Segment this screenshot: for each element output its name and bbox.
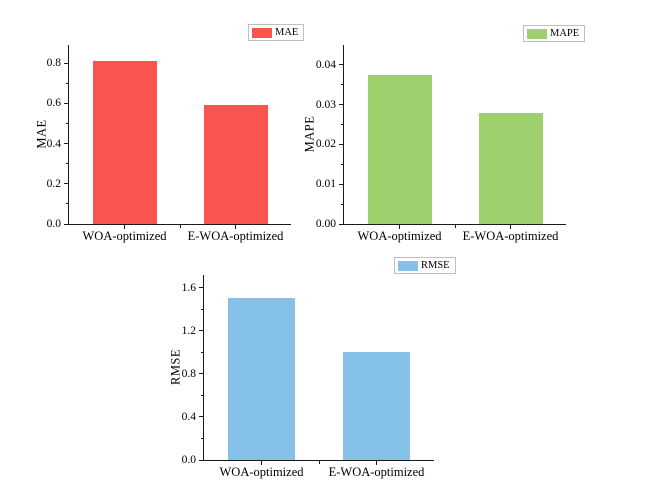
mape-legend: MAPE (523, 25, 586, 42)
y-tick-label: 0.2 (46, 177, 61, 190)
y-major-tick (64, 223, 69, 225)
mae-legend-label: MAE (275, 27, 299, 38)
y-tick-label: 0.04 (315, 58, 336, 71)
mape-legend-swatch (527, 28, 547, 39)
mae-plot-area: 0.0 0.2 0.4 0.6 0.8 WOA-optimized E-WOA-optimi… (47, 45, 291, 243)
y-major-tick (64, 183, 69, 185)
y-tick-label: 0.8 (181, 367, 196, 380)
y-major-tick (339, 183, 344, 185)
y-tick-label: 0.8 (46, 57, 61, 70)
y-major-tick (64, 143, 69, 145)
y-minor-tick (66, 82, 69, 84)
y-tick-label: 0.4 (46, 137, 61, 150)
y-minor-tick (66, 122, 69, 124)
x-category-label: E-WOA-optimized (328, 465, 425, 479)
x-minor-tick (179, 224, 181, 228)
rmse-plot-area: 0.0 0.4 0.8 1.2 1.6 WOA-optimized E-WOA-optimi… (182, 275, 434, 479)
mape-legend-label: MAPE (550, 28, 580, 39)
x-minor-tick (318, 460, 320, 464)
y-minor-tick (341, 203, 344, 205)
rmse-bar-woa-optimized (228, 297, 295, 460)
x-category-label: WOA-optimized (357, 229, 442, 243)
y-major-tick (339, 223, 344, 225)
mae-bar-e-woa-optimized (203, 105, 268, 224)
x-major-tick (399, 224, 400, 229)
y-minor-tick (341, 124, 344, 126)
y-minor-tick (341, 84, 344, 86)
rmse-legend-label: RMSE (421, 260, 450, 271)
y-tick-label: 0.0 (46, 218, 61, 230)
x-major-tick (124, 224, 125, 229)
y-major-tick (339, 104, 344, 106)
y-minor-tick (201, 351, 204, 353)
y-major-tick (339, 64, 344, 66)
y-minor-tick (66, 203, 69, 205)
x-major-tick (376, 460, 377, 465)
rmse-legend: RMSE (394, 257, 456, 274)
y-tick-label: 0.00 (315, 218, 336, 230)
y-major-tick (199, 373, 204, 375)
y-minor-tick (201, 438, 204, 439)
y-major-tick (64, 62, 69, 64)
y-minor-tick (201, 308, 204, 310)
x-major-tick (235, 224, 236, 229)
y-minor-tick (201, 394, 204, 396)
y-tick-label: 0.6 (46, 97, 61, 110)
y-major-tick (199, 459, 204, 461)
mape-bar-woa-optimized (367, 74, 432, 224)
mae-legend: MAE (248, 24, 305, 41)
y-major-tick (199, 416, 204, 418)
x-category-label: WOA-optimized (82, 229, 167, 243)
y-major-tick (339, 143, 344, 145)
y-tick-label: 0.03 (315, 98, 336, 111)
y-major-tick (64, 102, 69, 104)
y-tick-label: 0.4 (181, 410, 196, 423)
y-tick-label: 0.0 (181, 454, 196, 466)
x-major-tick (510, 224, 511, 229)
y-tick-label: 1.2 (181, 324, 196, 337)
y-major-tick (199, 330, 204, 332)
y-tick-label: 1.6 (181, 281, 196, 294)
rmse-legend-swatch (398, 260, 418, 271)
mae-bar-woa-optimized (92, 61, 157, 224)
x-minor-tick (454, 224, 456, 228)
y-minor-tick (66, 163, 69, 165)
y-minor-tick (341, 163, 344, 165)
rmse-bar-e-woa-optimized (343, 352, 410, 460)
x-major-tick (261, 460, 262, 465)
mae-legend-swatch (252, 27, 272, 38)
y-tick-label: 0.02 (315, 138, 336, 151)
y-major-tick (199, 287, 204, 289)
mape-plot-area: 0.00 0.01 0.02 0.03 0.04 WOA-optimized E-WOA-o… (316, 45, 566, 243)
mape-bar-e-woa-optimized (478, 112, 543, 224)
x-category-label: E-WOA-optimized (462, 229, 559, 243)
y-tick-label: 0.01 (315, 178, 336, 191)
x-category-label: WOA-optimized (219, 465, 304, 479)
x-category-label: E-WOA-optimized (187, 229, 284, 243)
